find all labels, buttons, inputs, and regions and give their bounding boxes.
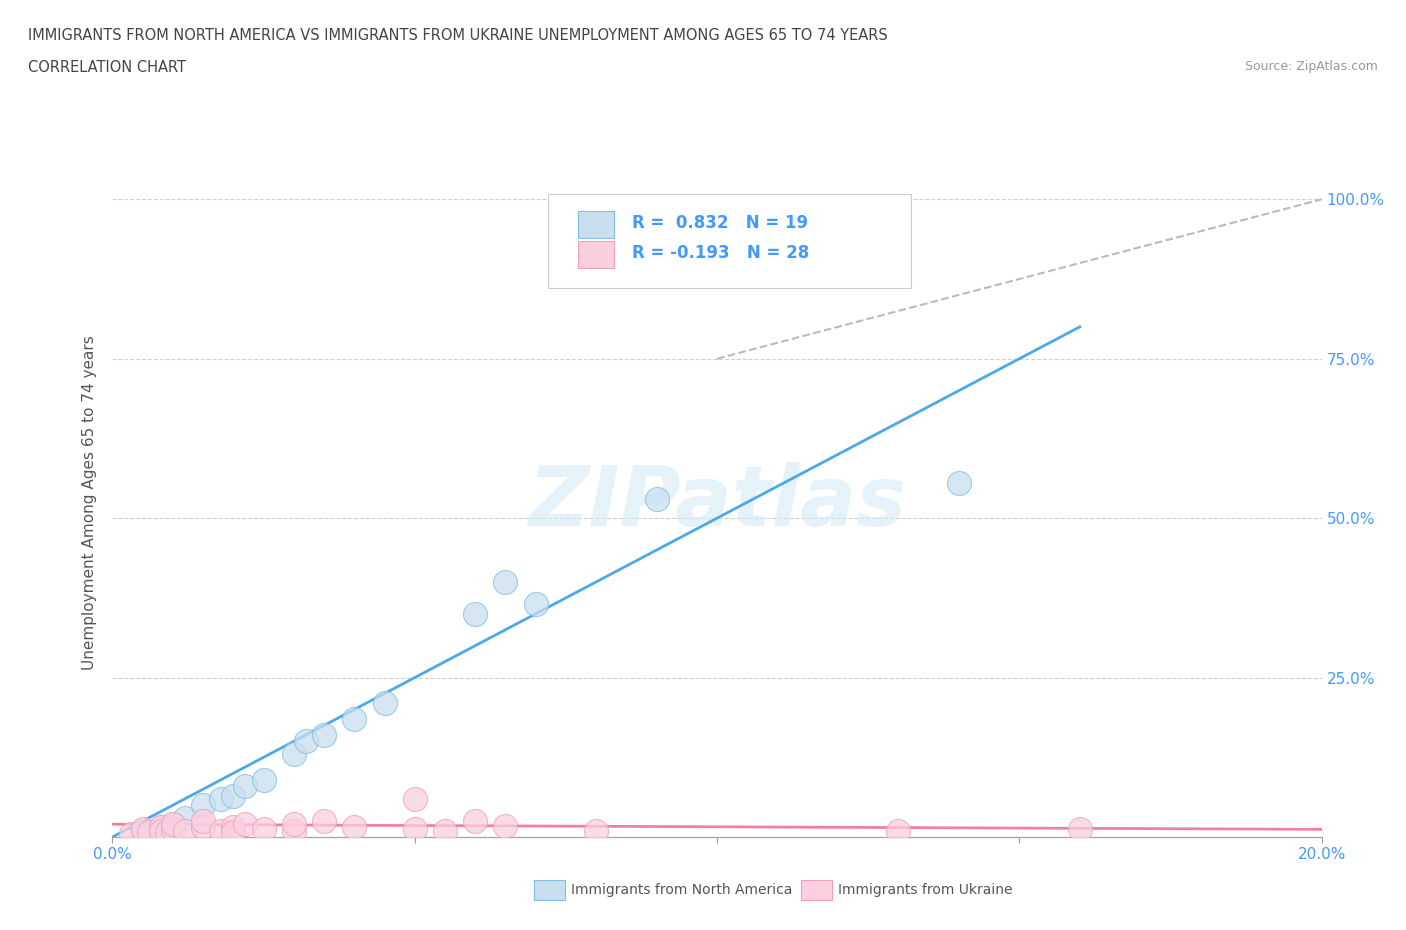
Point — [314, 814, 336, 829]
Point — [404, 791, 426, 806]
Point — [1069, 822, 1091, 837]
Text: CORRELATION CHART: CORRELATION CHART — [28, 60, 186, 75]
Point — [645, 492, 668, 507]
Point — [174, 810, 197, 825]
Point — [138, 825, 160, 840]
Point — [235, 817, 257, 831]
Text: Immigrants from Ukraine: Immigrants from Ukraine — [838, 883, 1012, 897]
Point — [585, 823, 607, 838]
Point — [948, 475, 970, 490]
Point — [174, 823, 197, 838]
Point — [120, 827, 142, 842]
Y-axis label: Unemployment Among Ages 65 to 74 years: Unemployment Among Ages 65 to 74 years — [82, 335, 97, 670]
Point — [253, 822, 276, 837]
Point — [433, 823, 456, 838]
Point — [209, 791, 232, 806]
Point — [495, 575, 517, 590]
Point — [191, 798, 214, 813]
Point — [132, 822, 155, 837]
Point — [222, 825, 245, 840]
Point — [524, 597, 547, 612]
FancyBboxPatch shape — [548, 194, 911, 288]
Point — [343, 711, 366, 726]
Point — [162, 817, 184, 831]
Point — [149, 820, 172, 835]
Point — [295, 734, 318, 749]
Text: R =  0.832   N = 19: R = 0.832 N = 19 — [633, 214, 808, 232]
Point — [314, 727, 336, 742]
Text: Immigrants from North America: Immigrants from North America — [571, 883, 792, 897]
Point — [343, 820, 366, 835]
Point — [887, 823, 910, 838]
Point — [132, 823, 155, 838]
Text: IMMIGRANTS FROM NORTH AMERICA VS IMMIGRANTS FROM UKRAINE UNEMPLOYMENT AMONG AGES: IMMIGRANTS FROM NORTH AMERICA VS IMMIGRA… — [28, 28, 887, 43]
Point — [191, 814, 214, 829]
Point — [149, 823, 172, 838]
Point — [149, 820, 172, 835]
Point — [495, 818, 517, 833]
Point — [222, 788, 245, 803]
Text: Source: ZipAtlas.com: Source: ZipAtlas.com — [1244, 60, 1378, 73]
Point — [283, 823, 305, 838]
Text: R = -0.193   N = 28: R = -0.193 N = 28 — [633, 244, 810, 262]
Point — [464, 606, 486, 621]
Point — [374, 696, 396, 711]
Point — [235, 778, 257, 793]
Point — [222, 820, 245, 835]
Point — [156, 825, 179, 840]
Point — [253, 772, 276, 787]
Point — [404, 822, 426, 837]
Point — [283, 817, 305, 831]
Text: ZIPatlas: ZIPatlas — [529, 461, 905, 543]
Point — [162, 822, 184, 837]
Point — [191, 820, 214, 835]
Point — [162, 817, 184, 831]
Point — [464, 814, 486, 829]
FancyBboxPatch shape — [578, 241, 614, 268]
Point — [209, 823, 232, 838]
Point — [283, 747, 305, 762]
FancyBboxPatch shape — [578, 211, 614, 238]
